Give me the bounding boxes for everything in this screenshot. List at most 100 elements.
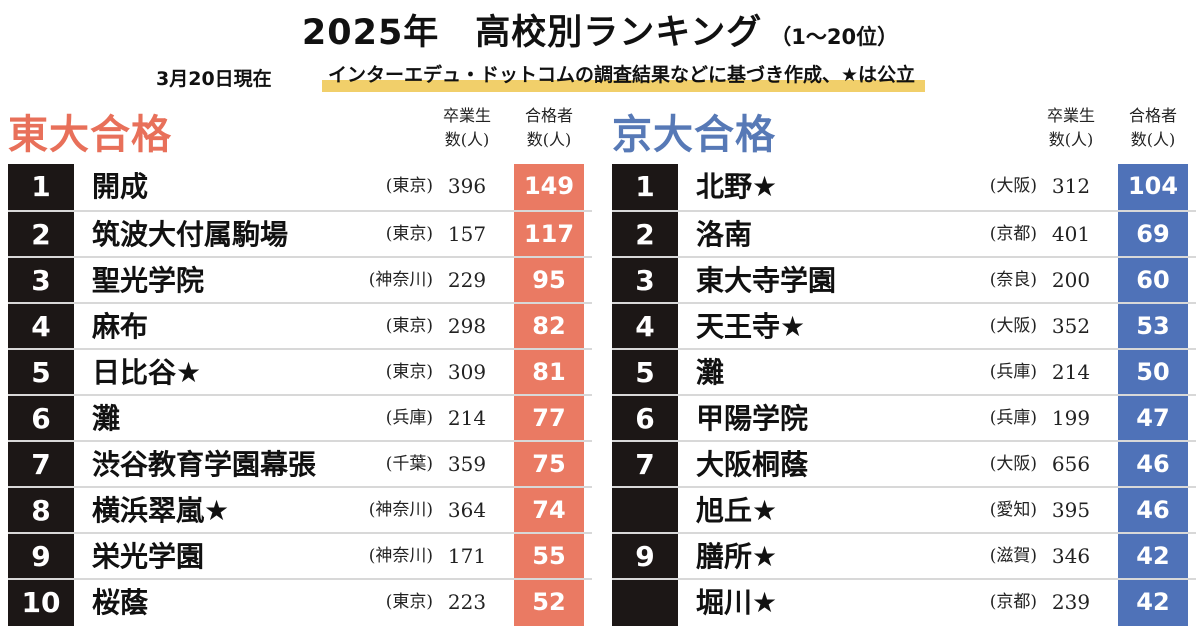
prefecture: (大阪) [989, 176, 1037, 196]
prefecture: (滋賀) [989, 546, 1037, 566]
prefecture: (東京) [385, 592, 433, 612]
graduates-count: 395 [1051, 498, 1091, 522]
school-name: 灘 [696, 356, 725, 389]
graduates-count: 298 [447, 314, 487, 338]
graduates-count: 214 [447, 406, 487, 430]
todai-title: 東大合格 [8, 112, 172, 158]
passers-count: 55 [532, 542, 566, 570]
prefecture: (東京) [385, 362, 433, 382]
rank-number: 1 [635, 170, 655, 203]
kyodai-table: 1 北野★ (大阪) 312 104 2 洛南 (京都) 401 69 3 東大寺学園 (奈良) 200 6… [612, 164, 1196, 626]
kyodai-col-passers: 合格者 数(人) [1118, 104, 1188, 152]
rank-range: （1～20位） [770, 25, 899, 49]
prefecture: (愛知) [989, 500, 1037, 520]
school-name: 渋谷教育学園幕張 [92, 448, 317, 481]
table-row: 7 渋谷教育学園幕張 (千葉) 359 75 [8, 440, 592, 487]
rank-number: 9 [31, 540, 51, 573]
passers-count: 60 [1136, 266, 1170, 294]
graduates-count: 346 [1051, 544, 1091, 568]
school-name: 筑波大付属駒場 [92, 218, 289, 251]
col-label: 合格者 [524, 106, 573, 125]
source-note: インターエデュ・ドットコムの調査結果などに基づき作成、★は公立 [322, 60, 926, 92]
graduates-count: 364 [447, 498, 487, 522]
table-row: 6 灘 (兵庫) 214 77 [8, 394, 592, 441]
passers-count: 42 [1136, 542, 1170, 570]
rank-number: 6 [635, 402, 655, 435]
passers-count: 52 [532, 588, 566, 616]
school-name: 灘 [92, 402, 121, 435]
rank-number: 1 [31, 170, 51, 203]
school-name: 堀川★ [696, 586, 778, 619]
rank-number: 5 [635, 356, 655, 389]
rank-number: 4 [31, 310, 51, 343]
prefecture: (兵庫) [385, 408, 433, 428]
prefecture: (大阪) [989, 316, 1037, 336]
graduates-count: 171 [447, 544, 487, 568]
passers-count: 50 [1136, 358, 1170, 386]
table-row: 5 日比谷★ (東京) 309 81 [8, 348, 592, 395]
school-name: 桜蔭 [92, 586, 149, 619]
rank-number: 5 [31, 356, 51, 389]
school-name: 洛南 [696, 218, 753, 251]
table-row: 9 栄光学園 (神奈川) 171 55 [8, 532, 592, 579]
school-name: 大阪桐蔭 [696, 448, 809, 481]
graduates-count: 309 [447, 360, 487, 384]
passers-count: 46 [1136, 450, 1170, 478]
table-row: 1 開成 (東京) 396 149 [8, 164, 592, 209]
table-row: 1 北野★ (大阪) 312 104 [612, 164, 1196, 209]
table-row: 8 横浜翠嵐★ (神奈川) 364 74 [8, 486, 592, 533]
passers-count: 74 [532, 496, 566, 524]
graduates-count: 223 [447, 590, 487, 614]
rank-number: 3 [31, 264, 51, 297]
passers-count: 117 [523, 220, 575, 248]
prefecture: (神奈川) [368, 270, 433, 290]
school-name: 北野★ [696, 170, 778, 203]
school-name: 麻布 [92, 310, 149, 343]
prefecture: (大阪) [989, 454, 1037, 474]
prefecture: (兵庫) [989, 408, 1037, 428]
as-of-date: 3月20日現在 [156, 68, 272, 90]
passers-count: 81 [532, 358, 566, 386]
table-row: 10 桜蔭 (東京) 223 52 [8, 578, 592, 625]
prefecture: (神奈川) [368, 500, 433, 520]
rank-number: 2 [31, 218, 51, 251]
kyodai-col-graduates: 卒業生 数(人) [1036, 104, 1106, 152]
passers-count: 69 [1136, 220, 1170, 248]
rank-number [612, 580, 678, 625]
table-row: 7 大阪桐蔭 (大阪) 656 46 [612, 440, 1196, 487]
passers-count: 46 [1136, 496, 1170, 524]
graduates-count: 401 [1051, 222, 1091, 246]
table-row: 3 東大寺学園 (奈良) 200 60 [612, 256, 1196, 303]
school-name: 横浜翠嵐★ [92, 494, 230, 527]
page-title: 2025年 高校別ランキング [301, 13, 763, 53]
rank-number: 2 [635, 218, 655, 251]
table-row: 4 天王寺★ (大阪) 352 53 [612, 302, 1196, 349]
rank-number [612, 488, 678, 533]
rank-number: 7 [635, 448, 655, 481]
school-name: 開成 [92, 170, 149, 203]
graduates-count: 200 [1051, 268, 1091, 292]
passers-count: 77 [532, 404, 566, 432]
table-row: 3 聖光学院 (神奈川) 229 95 [8, 256, 592, 303]
school-name: 天王寺★ [696, 310, 806, 343]
rank-number: 10 [21, 586, 61, 619]
rank-number: 8 [31, 494, 51, 527]
table-row: 9 膳所★ (滋賀) 346 42 [612, 532, 1196, 579]
kyodai-title: 京大合格 [612, 112, 776, 158]
graduates-count: 229 [447, 268, 487, 292]
todai-table: 1 開成 (東京) 396 149 2 筑波大付属駒場 (東京) 157 117 3 聖光学院 (神奈川… [8, 164, 592, 626]
school-name: 旭丘★ [696, 494, 778, 527]
graduates-count: 352 [1051, 314, 1091, 338]
prefecture: (千葉) [385, 454, 433, 474]
graduates-count: 199 [1051, 406, 1091, 430]
prefecture: (東京) [385, 316, 433, 336]
col-label: 合格者 [1128, 106, 1177, 125]
school-name: 日比谷★ [92, 356, 202, 389]
rank-number: 4 [635, 310, 655, 343]
graduates-count: 239 [1051, 590, 1091, 614]
graduates-count: 359 [447, 452, 487, 476]
subtitle-bar: 3月20日現在 インターエデュ・ドットコムの調査結果などに基づき作成、★は公立 [0, 60, 1200, 94]
table-row: 旭丘★ (愛知) 395 46 [612, 486, 1196, 533]
prefecture: (東京) [385, 176, 433, 196]
todai-col-graduates: 卒業生 数(人) [432, 104, 502, 152]
